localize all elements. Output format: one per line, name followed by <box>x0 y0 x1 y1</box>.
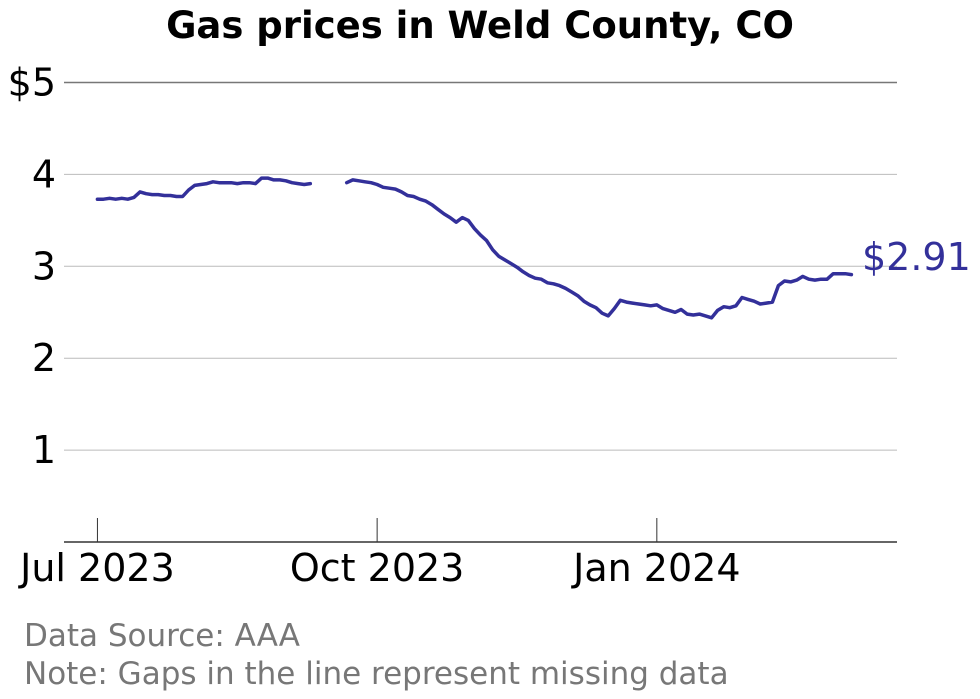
latest-price-label: $2.91 <box>862 235 971 279</box>
x-tick-label: Jan 2024 <box>571 546 740 590</box>
x-tick-label: Jul 2023 <box>18 546 175 590</box>
x-axis-ticks: Jul 2023 Oct 2023 Jan 2024 <box>18 518 741 590</box>
price-line-segment <box>344 178 854 320</box>
chart-title: Gas prices in Weld County, CO <box>166 4 794 47</box>
price-line-segment <box>95 176 313 201</box>
data-source-note: Data Source: AAA <box>24 618 300 654</box>
y-tick-label: $5 <box>8 61 56 105</box>
missing-data-note: Note: Gaps in the line represent missing… <box>24 656 729 692</box>
price-lines <box>95 176 854 320</box>
gridlines <box>64 81 897 451</box>
y-tick-label: 1 <box>32 428 56 472</box>
y-axis-ticks: 1 2 3 4 $5 <box>8 61 56 473</box>
y-tick-label: 4 <box>32 152 56 196</box>
x-tick-label: Oct 2023 <box>290 546 465 590</box>
y-tick-label: 2 <box>32 336 56 380</box>
y-tick-label: 3 <box>32 244 56 288</box>
